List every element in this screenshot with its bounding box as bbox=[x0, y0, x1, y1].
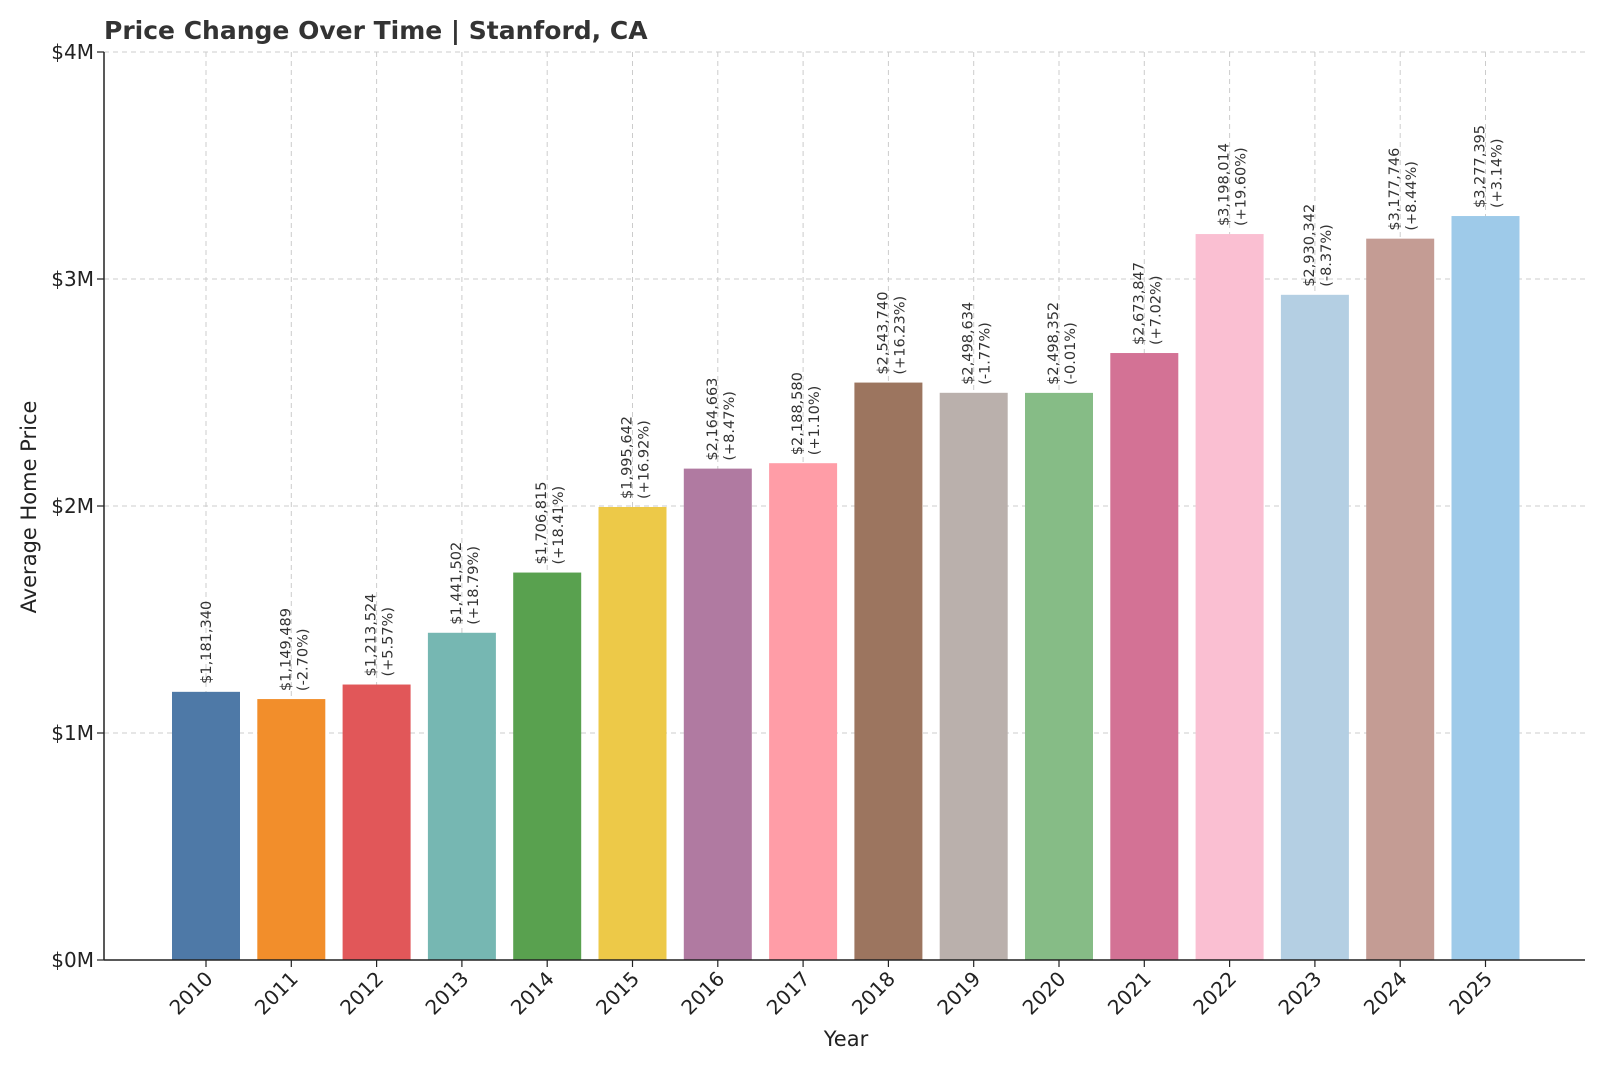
change-label: (+16.92%) bbox=[637, 420, 653, 499]
y-axis-label: Average Home Price bbox=[17, 401, 41, 614]
bar-2019 bbox=[939, 392, 1008, 961]
value-label: $2,543,740 bbox=[875, 292, 891, 375]
x-tick-label: 2022 bbox=[1188, 967, 1241, 1020]
y-tick-label: $3M bbox=[51, 267, 94, 291]
bar-2018 bbox=[854, 382, 923, 960]
value-label: $1,706,815 bbox=[534, 482, 550, 565]
x-tick-label: 2024 bbox=[1359, 967, 1412, 1020]
change-label: (-0.01%) bbox=[1063, 322, 1079, 385]
change-label: (-8.37%) bbox=[1319, 224, 1335, 287]
x-tick-label: 2012 bbox=[335, 967, 388, 1020]
value-label: $3,177,746 bbox=[1387, 148, 1403, 231]
x-tick-label: 2010 bbox=[165, 967, 218, 1020]
x-tick-label: 2025 bbox=[1444, 967, 1497, 1020]
value-label: $3,277,395 bbox=[1473, 125, 1489, 208]
chart-title: Price Change Over Time | Stanford, CA bbox=[104, 16, 648, 45]
bar-2023 bbox=[1280, 294, 1349, 960]
x-axis-label: Year bbox=[823, 1027, 869, 1051]
change-label: (+1.10%) bbox=[807, 386, 823, 456]
bar-2010 bbox=[172, 691, 240, 960]
value-label: $2,930,342 bbox=[1302, 204, 1318, 287]
value-label: $3,198,014 bbox=[1217, 143, 1233, 226]
x-tick-label: 2016 bbox=[676, 967, 729, 1020]
bar-2022 bbox=[1195, 234, 1264, 960]
value-label: $2,673,847 bbox=[1131, 262, 1147, 345]
change-label: (+16.23%) bbox=[892, 296, 908, 375]
change-label: (-2.70%) bbox=[295, 628, 311, 691]
change-label: (+8.44%) bbox=[1404, 161, 1420, 231]
bar-2015 bbox=[598, 506, 667, 960]
x-tick-label: 2013 bbox=[420, 967, 473, 1020]
x-axis-ticks: 2010 2011 2012 2013 2014 2015 2016 2017 2018 2019… bbox=[165, 960, 1497, 1020]
bar-2025 bbox=[1451, 216, 1520, 960]
value-label: $2,498,634 bbox=[961, 302, 977, 385]
bar-2024 bbox=[1366, 238, 1435, 960]
value-label: $2,188,580 bbox=[790, 372, 806, 455]
x-tick-label: 2018 bbox=[847, 967, 900, 1020]
y-axis-ticks: $0M $1M $2M $3M $4M bbox=[51, 40, 104, 972]
x-tick-label: 2019 bbox=[932, 967, 985, 1020]
change-label: (+19.60%) bbox=[1234, 147, 1250, 226]
bar-2021 bbox=[1110, 353, 1179, 960]
bar-2011 bbox=[257, 699, 326, 960]
change-label: (-1.77%) bbox=[978, 322, 994, 385]
x-tick-label: 2011 bbox=[250, 967, 303, 1020]
y-tick-label: $0M bbox=[51, 948, 94, 972]
change-label: (+3.14%) bbox=[1490, 139, 1506, 209]
bars bbox=[172, 216, 1520, 961]
x-tick-label: 2014 bbox=[506, 967, 559, 1020]
value-label: $1,995,642 bbox=[620, 416, 636, 499]
value-label: $1,213,524 bbox=[364, 593, 380, 676]
y-tick-label: $4M bbox=[51, 40, 94, 64]
data-labels: $1,181,340 $1,149,489 (-2.70%) $1,213,524 (+… bbox=[199, 125, 1506, 691]
change-label: (+8.47%) bbox=[722, 391, 738, 461]
bar-2013 bbox=[427, 632, 496, 960]
value-label: $1,441,502 bbox=[449, 542, 465, 625]
change-label: (+18.41%) bbox=[551, 486, 567, 565]
value-label: $2,164,663 bbox=[705, 378, 721, 461]
value-label: $1,149,489 bbox=[278, 608, 294, 691]
x-tick-label: 2015 bbox=[591, 967, 644, 1020]
value-label: $1,181,340 bbox=[199, 601, 215, 684]
x-tick-label: 2017 bbox=[762, 967, 815, 1020]
change-label: (+7.02%) bbox=[1148, 276, 1164, 346]
y-tick-label: $2M bbox=[51, 494, 94, 518]
change-label: (+18.79%) bbox=[466, 546, 482, 625]
bar-2016 bbox=[683, 468, 752, 960]
y-tick-label: $1M bbox=[51, 721, 94, 745]
bar-2017 bbox=[769, 463, 838, 960]
value-label: $2,498,352 bbox=[1046, 302, 1062, 385]
bar-2020 bbox=[1025, 392, 1093, 960]
change-label: (+5.57%) bbox=[381, 607, 397, 677]
bar-2012 bbox=[342, 684, 411, 960]
x-tick-label: 2023 bbox=[1273, 967, 1326, 1020]
x-tick-label: 2021 bbox=[1103, 967, 1156, 1020]
x-tick-label: 2020 bbox=[1018, 967, 1071, 1020]
bar-2014 bbox=[513, 572, 582, 960]
grid bbox=[104, 51, 1585, 961]
